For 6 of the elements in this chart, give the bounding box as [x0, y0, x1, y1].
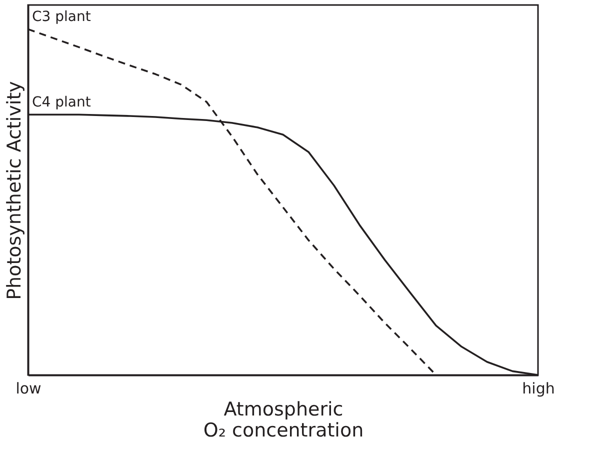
x-axis-title: Atmospheric O₂ concentration [203, 398, 364, 442]
x-tick-label: high [522, 380, 555, 398]
series-label: C4 plant [32, 94, 92, 111]
series-label: C3 plant [32, 9, 92, 26]
y-axis-title: Photosynthetic Activity [4, 81, 26, 300]
x-tick-label: low [16, 380, 42, 398]
